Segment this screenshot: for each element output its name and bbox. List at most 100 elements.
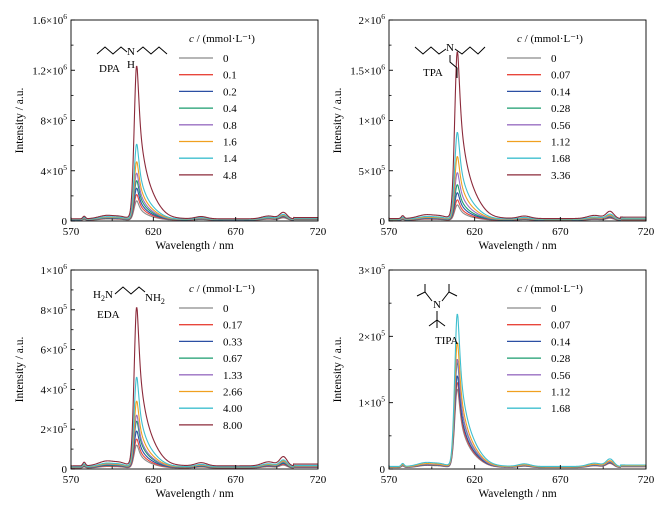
- legend-entry: 1.4: [223, 153, 237, 165]
- y-tick-label: 3×105: [359, 262, 386, 277]
- series-line-0.56: [389, 359, 646, 468]
- legend-title: c / (mmol·L⁻¹): [517, 283, 583, 295]
- y-axis-label: Intensity / a.u.: [332, 87, 344, 153]
- y-tick-label: 1×106: [41, 262, 68, 277]
- bond: [449, 55, 458, 78]
- x-tick-label: 620: [145, 474, 162, 486]
- legend-title: c / (mmol·L⁻¹): [189, 283, 255, 295]
- chart-panel-tipa: 570 620 670 720 0 1×105 2×105 3×105 Wavelength /…: [332, 262, 655, 500]
- x-tick-label: 720: [638, 474, 655, 486]
- legend-entry: 0.28: [551, 103, 571, 115]
- x-tick-label: 720: [638, 226, 655, 238]
- series-line-2.66: [71, 400, 318, 468]
- legend-entry: 3.36: [551, 170, 571, 182]
- x-tick-label: 670: [552, 474, 569, 486]
- y-axis-label: Intensity / a.u.: [332, 336, 344, 402]
- molecule-structure-eda: EDA H2N NH2: [93, 286, 165, 321]
- legend-entry: 0.28: [551, 353, 571, 365]
- bond: [436, 319, 446, 327]
- legend-entry: 4.00: [223, 403, 243, 415]
- legend-entry: 1.12: [551, 387, 570, 399]
- legend-entry: 0: [551, 53, 557, 65]
- legend-entry: 0.2: [223, 86, 237, 98]
- chart-panel-eda: 570 620 670 720 0 2×105 4×105 6×105 8×105 1×106 Wa…: [14, 262, 327, 500]
- series-line-1.6: [71, 161, 318, 221]
- series-line-3.36: [389, 51, 646, 220]
- y-tick-label: 0: [62, 216, 68, 228]
- legend-entry: 0: [223, 303, 229, 315]
- y-tick-label: 6×105: [41, 342, 68, 357]
- series-line-1.12: [389, 342, 646, 468]
- bond: [428, 311, 438, 327]
- series-line-1.4: [71, 143, 318, 220]
- y-tick-label: 1×106: [359, 113, 386, 128]
- legend-entry: 0.56: [551, 370, 571, 382]
- x-tick-label: 620: [466, 474, 483, 486]
- bond: [414, 46, 447, 55]
- atom-label: N: [433, 299, 441, 311]
- legend-title: c / (mmol·L⁻¹): [189, 33, 255, 45]
- y-axis-label: Intensity / a.u.: [14, 336, 26, 402]
- atom-label: H: [127, 59, 135, 71]
- series-line-4.8: [71, 65, 318, 220]
- legend-entry: 4.8: [223, 170, 237, 182]
- bond: [454, 46, 486, 55]
- series-line-0.14: [389, 375, 646, 468]
- legend-entry: 1.6: [223, 137, 237, 149]
- series-line-1.33: [71, 414, 318, 468]
- legend-entry: 0.33: [223, 336, 243, 348]
- legend-entry: 0.4: [223, 103, 237, 115]
- y-tick-label: 0: [62, 464, 68, 476]
- y-tick-label: 1×105: [359, 395, 386, 410]
- series-line-0.07: [389, 382, 646, 469]
- molecule-name: TIPA: [435, 335, 458, 347]
- legend-entry: 0.56: [551, 120, 571, 132]
- legend-entry: 0.07: [551, 320, 571, 332]
- chart-panel-tpa: 570 620 670 720 0 5×105 1×106 1.5×106 2×106 Wavel…: [332, 12, 655, 252]
- x-axis-label: Wavelength / nm: [478, 240, 556, 252]
- atom-label: N: [446, 42, 454, 54]
- legend-entry: 2.66: [223, 387, 243, 399]
- series-line-8.00: [71, 307, 318, 467]
- chart-panel-dpa: 570 620 670 720 0 4×105 8×105 1.2×106 1.6×106 Wav…: [14, 12, 327, 252]
- plot-frame: [388, 269, 647, 470]
- series-line-1.68: [389, 132, 646, 220]
- x-tick-label: 570: [381, 474, 398, 486]
- legend-entry: 0: [551, 303, 557, 315]
- x-axis-label: Wavelength / nm: [155, 488, 233, 500]
- x-tick-label: 670: [552, 226, 569, 238]
- y-tick-label: 8×105: [41, 113, 68, 128]
- x-axis-label: Wavelength / nm: [478, 488, 556, 500]
- molecule-name: TPA: [423, 67, 443, 79]
- atom-label: NH2: [145, 292, 165, 306]
- atom-label: N: [127, 46, 135, 58]
- bond: [96, 46, 128, 55]
- y-tick-label: 8×105: [41, 302, 68, 317]
- molecule-name: DPA: [99, 63, 120, 75]
- molecule-structure-tpa: TPA N: [414, 42, 486, 79]
- y-tick-label: 1.6×106: [32, 12, 67, 27]
- x-tick-label: 620: [145, 226, 162, 238]
- y-axis-label: Intensity / a.u.: [14, 87, 26, 153]
- bond: [136, 46, 168, 55]
- y-tick-label: 2×105: [359, 328, 386, 343]
- y-tick-label: 5×105: [359, 163, 386, 178]
- legend-entry: 1.12: [551, 137, 570, 149]
- y-tick-label: 0: [380, 464, 386, 476]
- series-line-0.28: [389, 362, 646, 468]
- series-line-0: [389, 388, 646, 469]
- legend-entry: 0.8: [223, 120, 237, 132]
- x-tick-label: 570: [63, 226, 80, 238]
- series-line-1.12: [389, 156, 646, 221]
- x-tick-label: 670: [227, 474, 244, 486]
- legend-entry: 1.68: [551, 403, 571, 415]
- legend-entry: 0.67: [223, 353, 243, 365]
- y-tick-label: 4×105: [41, 381, 68, 396]
- x-axis-label: Wavelength / nm: [155, 240, 233, 252]
- bond: [114, 286, 146, 295]
- molecule-structure-dpa: DPA NH: [96, 46, 168, 75]
- atom-label: H2N: [93, 289, 113, 303]
- y-tick-label: 0: [380, 216, 386, 228]
- legend-entry: 1.33: [223, 370, 243, 382]
